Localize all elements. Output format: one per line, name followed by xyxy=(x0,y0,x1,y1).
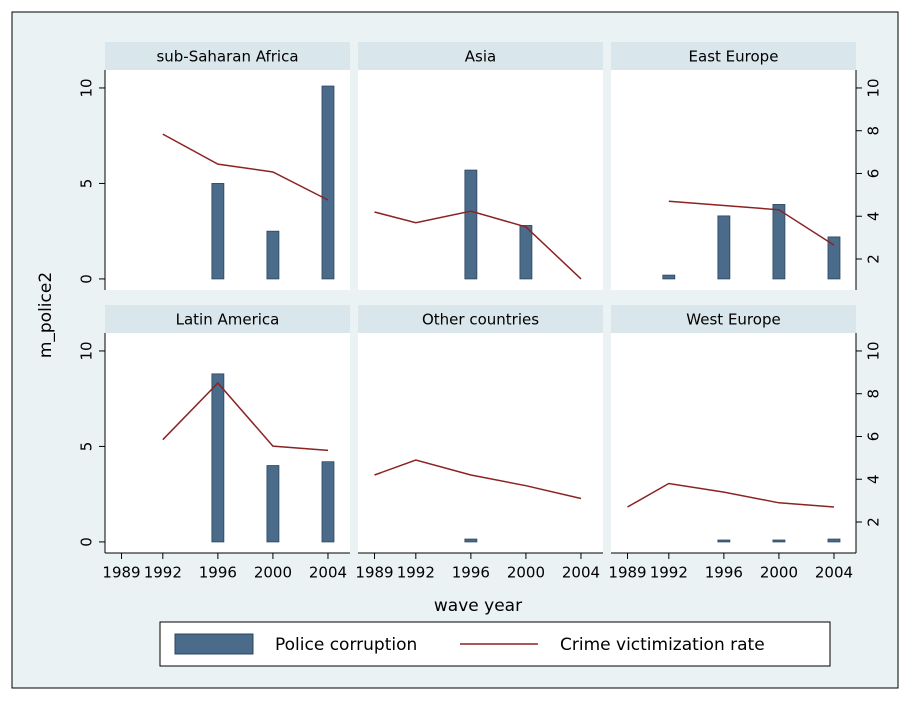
line xyxy=(668,200,835,246)
panel-header xyxy=(611,305,856,333)
bar xyxy=(772,204,786,280)
panel-header xyxy=(611,42,856,70)
x-tick-label: 2000 xyxy=(507,564,545,582)
y-axis-title: m_police2 xyxy=(36,272,56,358)
panel-header xyxy=(358,42,603,70)
bar xyxy=(211,183,225,280)
bar xyxy=(211,373,225,543)
bar xyxy=(717,215,731,280)
x-tick-label: 1992 xyxy=(650,564,688,582)
line xyxy=(162,133,329,201)
legend-swatch xyxy=(174,633,254,655)
legend-label: Police corruption xyxy=(275,635,417,655)
y-tick-label: 10 xyxy=(78,341,96,360)
y2-tick-label: 10 xyxy=(865,341,883,360)
panel-title: sub-Saharan Africa xyxy=(156,48,298,66)
bar xyxy=(662,274,676,280)
panel-title: East Europe xyxy=(689,48,779,66)
panel-title: Other countries xyxy=(422,311,539,329)
x-tick-label: 1989 xyxy=(355,564,393,582)
bar xyxy=(321,85,335,280)
y2-tick-label: 8 xyxy=(865,389,883,399)
y2-tick-label: 6 xyxy=(865,169,883,179)
bar xyxy=(321,461,335,543)
line xyxy=(374,459,582,500)
y2-tick-label: 2 xyxy=(865,517,883,527)
x-tick-label: 2004 xyxy=(562,564,600,582)
x-tick-label: 2004 xyxy=(815,564,853,582)
line xyxy=(162,381,329,452)
panel-header xyxy=(105,305,350,333)
bar xyxy=(772,539,786,543)
bar xyxy=(717,539,731,543)
line xyxy=(374,210,582,280)
panel-title: Asia xyxy=(465,48,496,66)
plot-area xyxy=(611,70,856,290)
y2-tick-label: 4 xyxy=(865,474,883,484)
y-tick-label: 0 xyxy=(78,274,96,284)
plot-area xyxy=(611,333,856,553)
plot-area xyxy=(105,333,350,553)
y2-tick-label: 8 xyxy=(865,126,883,136)
panel-title: Latin America xyxy=(176,311,280,329)
x-tick-label: 1996 xyxy=(199,564,237,582)
y-tick-label: 5 xyxy=(78,442,96,452)
plot-area xyxy=(105,70,350,290)
x-tick-label: 1989 xyxy=(102,564,140,582)
panel-title: West Europe xyxy=(686,311,780,329)
plot-area xyxy=(358,333,603,553)
bar xyxy=(464,169,478,280)
y2-tick-label: 6 xyxy=(865,432,883,442)
x-axis-title: wave year xyxy=(434,596,522,616)
bar xyxy=(464,538,478,543)
panel-header xyxy=(105,42,350,70)
x-tick-label: 2000 xyxy=(760,564,798,582)
y-tick-label: 5 xyxy=(78,179,96,189)
x-tick-label: 1992 xyxy=(397,564,435,582)
bar xyxy=(827,538,841,543)
x-tick-label: 1996 xyxy=(452,564,490,582)
x-tick-label: 1989 xyxy=(608,564,646,582)
x-tick-label: 2000 xyxy=(254,564,292,582)
bar xyxy=(827,236,841,280)
panel-header xyxy=(358,305,603,333)
x-tick-label: 2004 xyxy=(309,564,347,582)
x-tick-label: 1992 xyxy=(144,564,182,582)
y2-tick-label: 10 xyxy=(865,78,883,97)
line xyxy=(627,482,835,508)
y2-tick-label: 4 xyxy=(865,211,883,221)
y-tick-label: 10 xyxy=(78,78,96,97)
x-tick-label: 1996 xyxy=(705,564,743,582)
bar xyxy=(519,225,533,280)
bar xyxy=(266,230,280,280)
bar xyxy=(266,465,280,543)
y2-tick-label: 2 xyxy=(865,254,883,264)
legend-label: Crime victimization rate xyxy=(560,635,765,655)
y-tick-label: 0 xyxy=(78,537,96,547)
plot-area xyxy=(358,70,603,290)
